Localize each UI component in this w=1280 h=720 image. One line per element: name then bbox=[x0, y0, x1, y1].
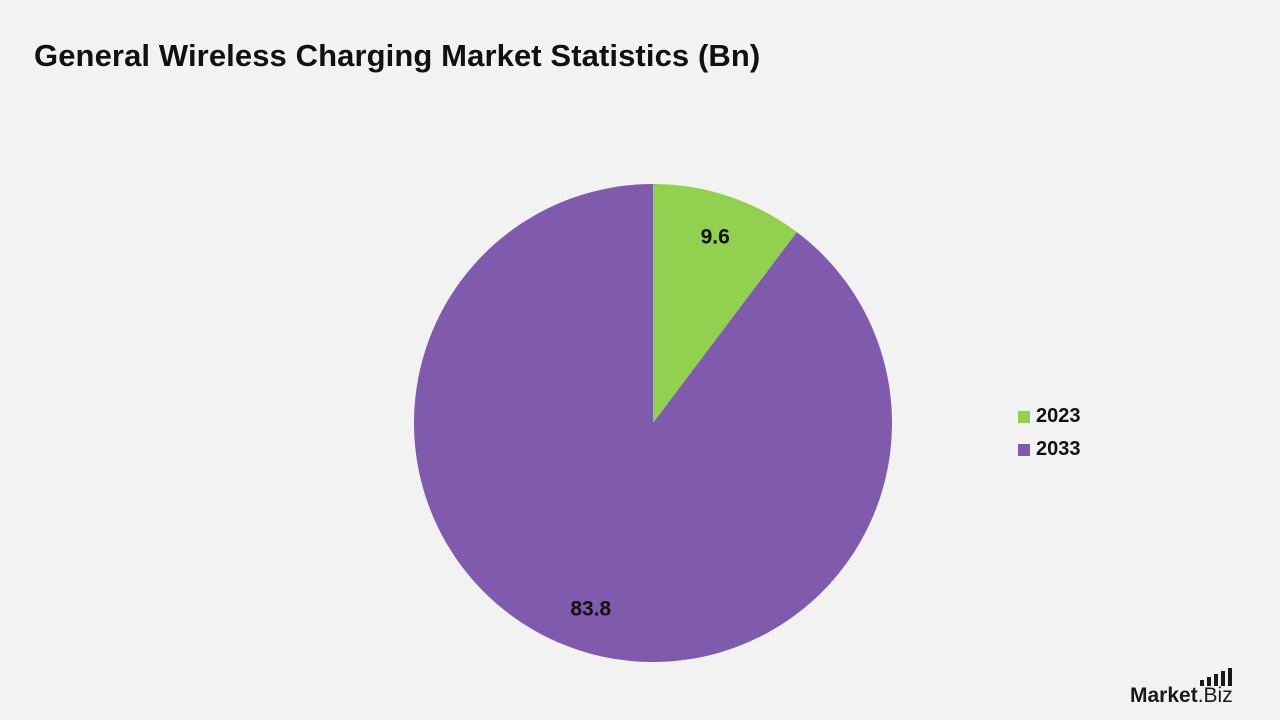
legend-swatch bbox=[1018, 443, 1030, 456]
bar-chart-icon bbox=[1200, 668, 1232, 686]
legend-label: 2023 bbox=[1036, 405, 1081, 427]
logo-text: Market.Biz bbox=[1130, 684, 1233, 708]
legend-label: 2033 bbox=[1036, 438, 1081, 460]
pie-slice-2023 bbox=[653, 184, 797, 423]
legend-item-2023: 2023 bbox=[1018, 400, 1081, 433]
logo-text-main: Market bbox=[1130, 684, 1198, 707]
slice-label-2023: 9.6 bbox=[701, 226, 730, 249]
legend-item-2033: 2033 bbox=[1018, 433, 1081, 466]
logo-text-suffix: .Biz bbox=[1197, 684, 1233, 707]
chart-title: General Wireless Charging Market Statist… bbox=[34, 38, 761, 73]
slice-label-2033: 83.8 bbox=[570, 597, 611, 620]
pie-slice-2033 bbox=[413, 184, 892, 662]
marketbiz-logo: Market.Biz bbox=[1130, 668, 1260, 708]
legend-swatch bbox=[1018, 410, 1030, 423]
chart-legend: 2023 2033 bbox=[1018, 400, 1081, 466]
